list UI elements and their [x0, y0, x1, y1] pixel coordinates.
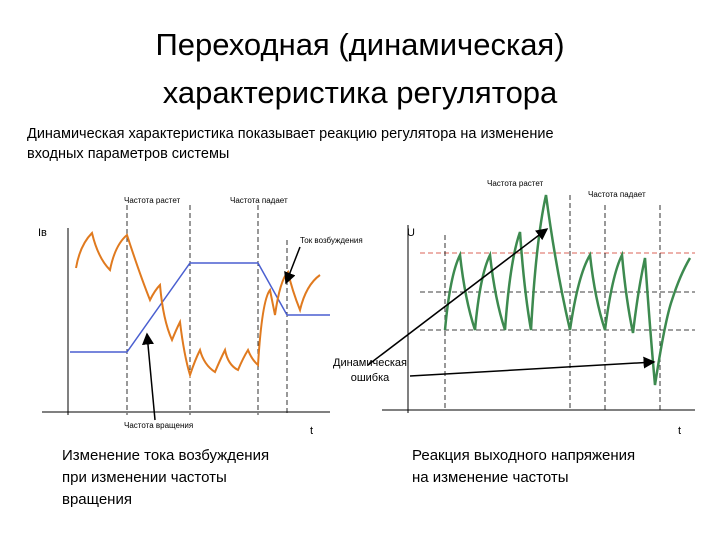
label: Частота растет [487, 179, 544, 188]
title-line: Переходная (динамическая) [155, 27, 564, 62]
axis-label: t [310, 425, 313, 437]
label: Динамическая [333, 357, 407, 369]
arrow [409, 356, 656, 377]
axis-label: Iв [38, 227, 47, 239]
axis-label: t [678, 425, 681, 437]
label: ошибка [351, 372, 390, 384]
caption-line: при изменении частоты [62, 469, 227, 486]
caption-line: на изменение частоты [412, 469, 569, 486]
left-diagram: Частота растет Частота падает Iв Ток воз… [38, 196, 363, 508]
label: Частота вращения [124, 421, 193, 430]
title-line: характеристика регулятора [163, 75, 558, 110]
arrow [284, 246, 301, 285]
voltage-curve [443, 194, 692, 386]
caption-line: Изменение тока возбуждения [62, 447, 269, 464]
label: Частота растет [124, 196, 181, 205]
right-diagram: Частота растет Частота падает U Динамиче… [333, 179, 695, 486]
axis-label: U [407, 227, 415, 239]
arrow [141, 332, 156, 421]
arrow [367, 228, 549, 366]
subtitle-line: входных параметров системы [27, 146, 229, 162]
speed-curve [70, 262, 330, 353]
label: Ток возбуждения [300, 236, 363, 245]
subtitle-line: Динамическая характеристика показывает р… [27, 126, 554, 142]
caption-line: Реакция выходного напряжения [412, 447, 635, 464]
label: Частота падает [588, 190, 646, 199]
caption-line: вращения [62, 491, 132, 508]
label: Частота падает [230, 196, 288, 205]
current-curve [75, 231, 321, 379]
